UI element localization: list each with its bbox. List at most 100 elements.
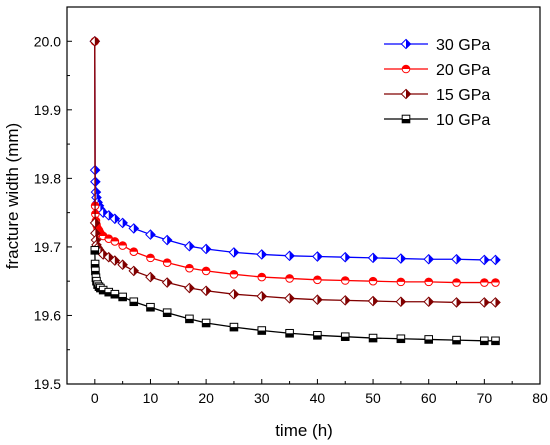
data-point-fill [341,276,350,281]
data-point-fill [95,218,100,228]
data-point-fill [261,249,267,260]
data-point-fill [317,251,323,262]
data-point-fill [108,210,114,220]
data-point-fill [111,294,119,299]
data-point-fill [480,340,489,345]
x-tick-label: 20 [198,390,214,406]
legend: 30 GPa 20 GPa 15 GPa 10 GPa [384,37,490,129]
data-point-fill [452,278,461,283]
legend-marker-fill [406,89,411,99]
legend-item: 30 GPa [384,37,490,54]
data-point-fill [114,214,120,224]
legend-marker-fill [406,39,411,49]
data-point-fill [206,244,211,254]
data-point-fill [484,297,489,308]
legend-marker-fill [402,119,410,123]
data-point-fill [122,260,128,270]
y-tick-label: 19.5 [34,376,61,392]
data-point-fill [495,255,501,265]
data-point-fill [95,177,100,187]
data-point-fill [317,295,323,305]
legend-label: 10 GPa [436,112,490,129]
x-tick-label: 70 [477,390,493,406]
legend-label: 20 GPa [436,62,490,79]
data-point-fill [167,235,172,245]
data-point-fill [345,252,350,262]
legend-label: 30 GPa [436,37,490,54]
data-point-fill [111,237,119,242]
legend-marker-fill [402,65,410,69]
plot-area [66,6,541,385]
data-point-fill [189,283,195,293]
data-point-fill [150,272,156,282]
legend-item: 10 GPa [384,112,490,129]
data-point-fill [129,301,138,306]
x-tick-label: 60 [421,390,437,406]
data-point-fill [400,253,406,264]
series-1 [90,36,500,287]
data-point-fill [163,312,171,317]
data-point-fill [285,274,294,279]
legend-item: 15 GPa [384,87,490,104]
data-point-fill [491,340,500,345]
data-point-fill [369,338,377,342]
data-point-fill [233,247,239,257]
x-axis-title: time (h) [275,421,333,440]
data-point-fill [261,291,267,301]
data-point-fill [108,252,114,262]
y-tick-label: 19.7 [34,239,61,255]
y-tick-label: 19.6 [34,307,61,323]
data-point-fill [257,273,266,278]
data-point-fill [150,229,156,240]
data-point-fill [99,290,107,294]
legend-label: 15 GPa [436,87,490,104]
data-point-fill [313,276,322,280]
data-point-fill [491,278,500,283]
x-tick-label: 10 [143,390,159,406]
data-point-fill [91,270,100,275]
data-point-fill [400,297,406,307]
data-point-fill [480,278,489,283]
data-point-fill [373,296,378,306]
data-point-fill [118,296,127,301]
x-tick-label: 0 [91,390,99,406]
data-point-fill [118,241,127,246]
x-tick-label: 40 [310,390,326,406]
tick-group: 0 10 20 30 40 50 60 70 80 19.5 19.6 19.7 19.8 19.9 20.… [34,33,548,406]
y-tick-label: 19.8 [34,170,61,186]
data-point-fill [91,264,99,268]
data-point-fill [289,293,295,303]
data-point-fill [257,330,266,335]
data-point-fill [230,270,238,275]
data-point-fill [452,340,461,344]
data-point-fill [133,223,139,234]
data-point-fill [129,247,138,252]
data-point-fill [185,264,194,269]
data-point-fill [345,295,350,305]
data-point-fill [233,289,239,299]
x-tick-label: 50 [365,390,381,406]
data-point-fill [428,254,434,264]
x-tick-label: 30 [254,390,270,406]
data-point-fill [495,297,501,308]
y-tick-label: 19.9 [34,102,61,118]
data-point-fill [167,277,172,288]
data-point-fill [428,297,434,307]
data-point-fill [456,297,462,308]
data-point-fill [104,292,113,296]
data-point-fill [285,333,294,338]
data-point-fill [202,267,210,271]
data-point-fill [95,165,100,175]
data-point-fill [424,339,433,344]
data-point-fill [114,256,120,266]
data-point-fill [313,335,322,340]
data-point-fill [206,286,211,296]
series-3 [90,246,500,346]
data-point-fill [289,251,295,261]
data-point-fill [163,258,171,263]
data-point-fill [484,255,489,265]
data-point-fill [104,234,113,239]
data-point-fill [91,250,99,255]
data-point-fill [230,327,238,331]
